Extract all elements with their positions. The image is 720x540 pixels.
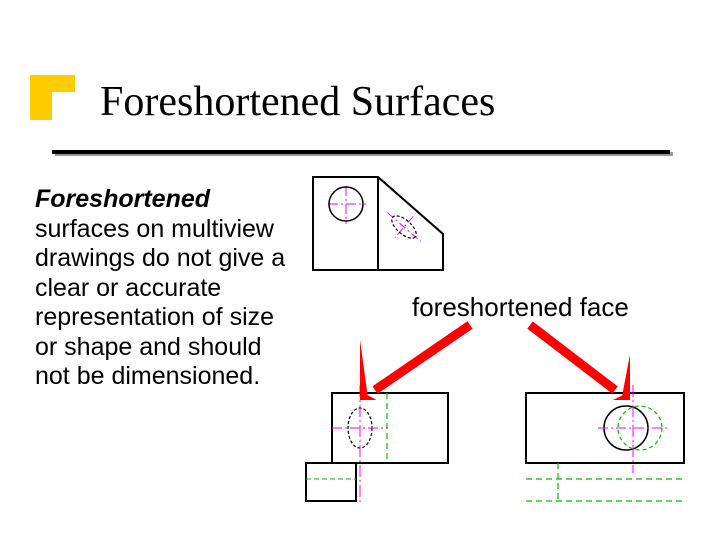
arrow-left xyxy=(360,320,480,400)
body-lead: Foreshortened xyxy=(35,185,210,213)
title-accent-notch xyxy=(52,92,87,154)
body-paragraph: Foreshortened surfaces on multiview draw… xyxy=(35,185,295,392)
foreshortened-label: foreshortened face xyxy=(412,292,629,323)
arrow-right xyxy=(520,320,630,400)
slide-title: Foreshortened Surfaces xyxy=(100,78,495,126)
body-rest: surfaces on multiview drawings do not gi… xyxy=(35,215,285,391)
slide: Foreshortened Surfaces Foreshortened sur… xyxy=(0,0,720,540)
side-view-diagram xyxy=(520,385,690,505)
top-view-diagram xyxy=(308,172,448,274)
title-underline xyxy=(52,150,670,154)
front-view-diagram xyxy=(300,385,450,505)
